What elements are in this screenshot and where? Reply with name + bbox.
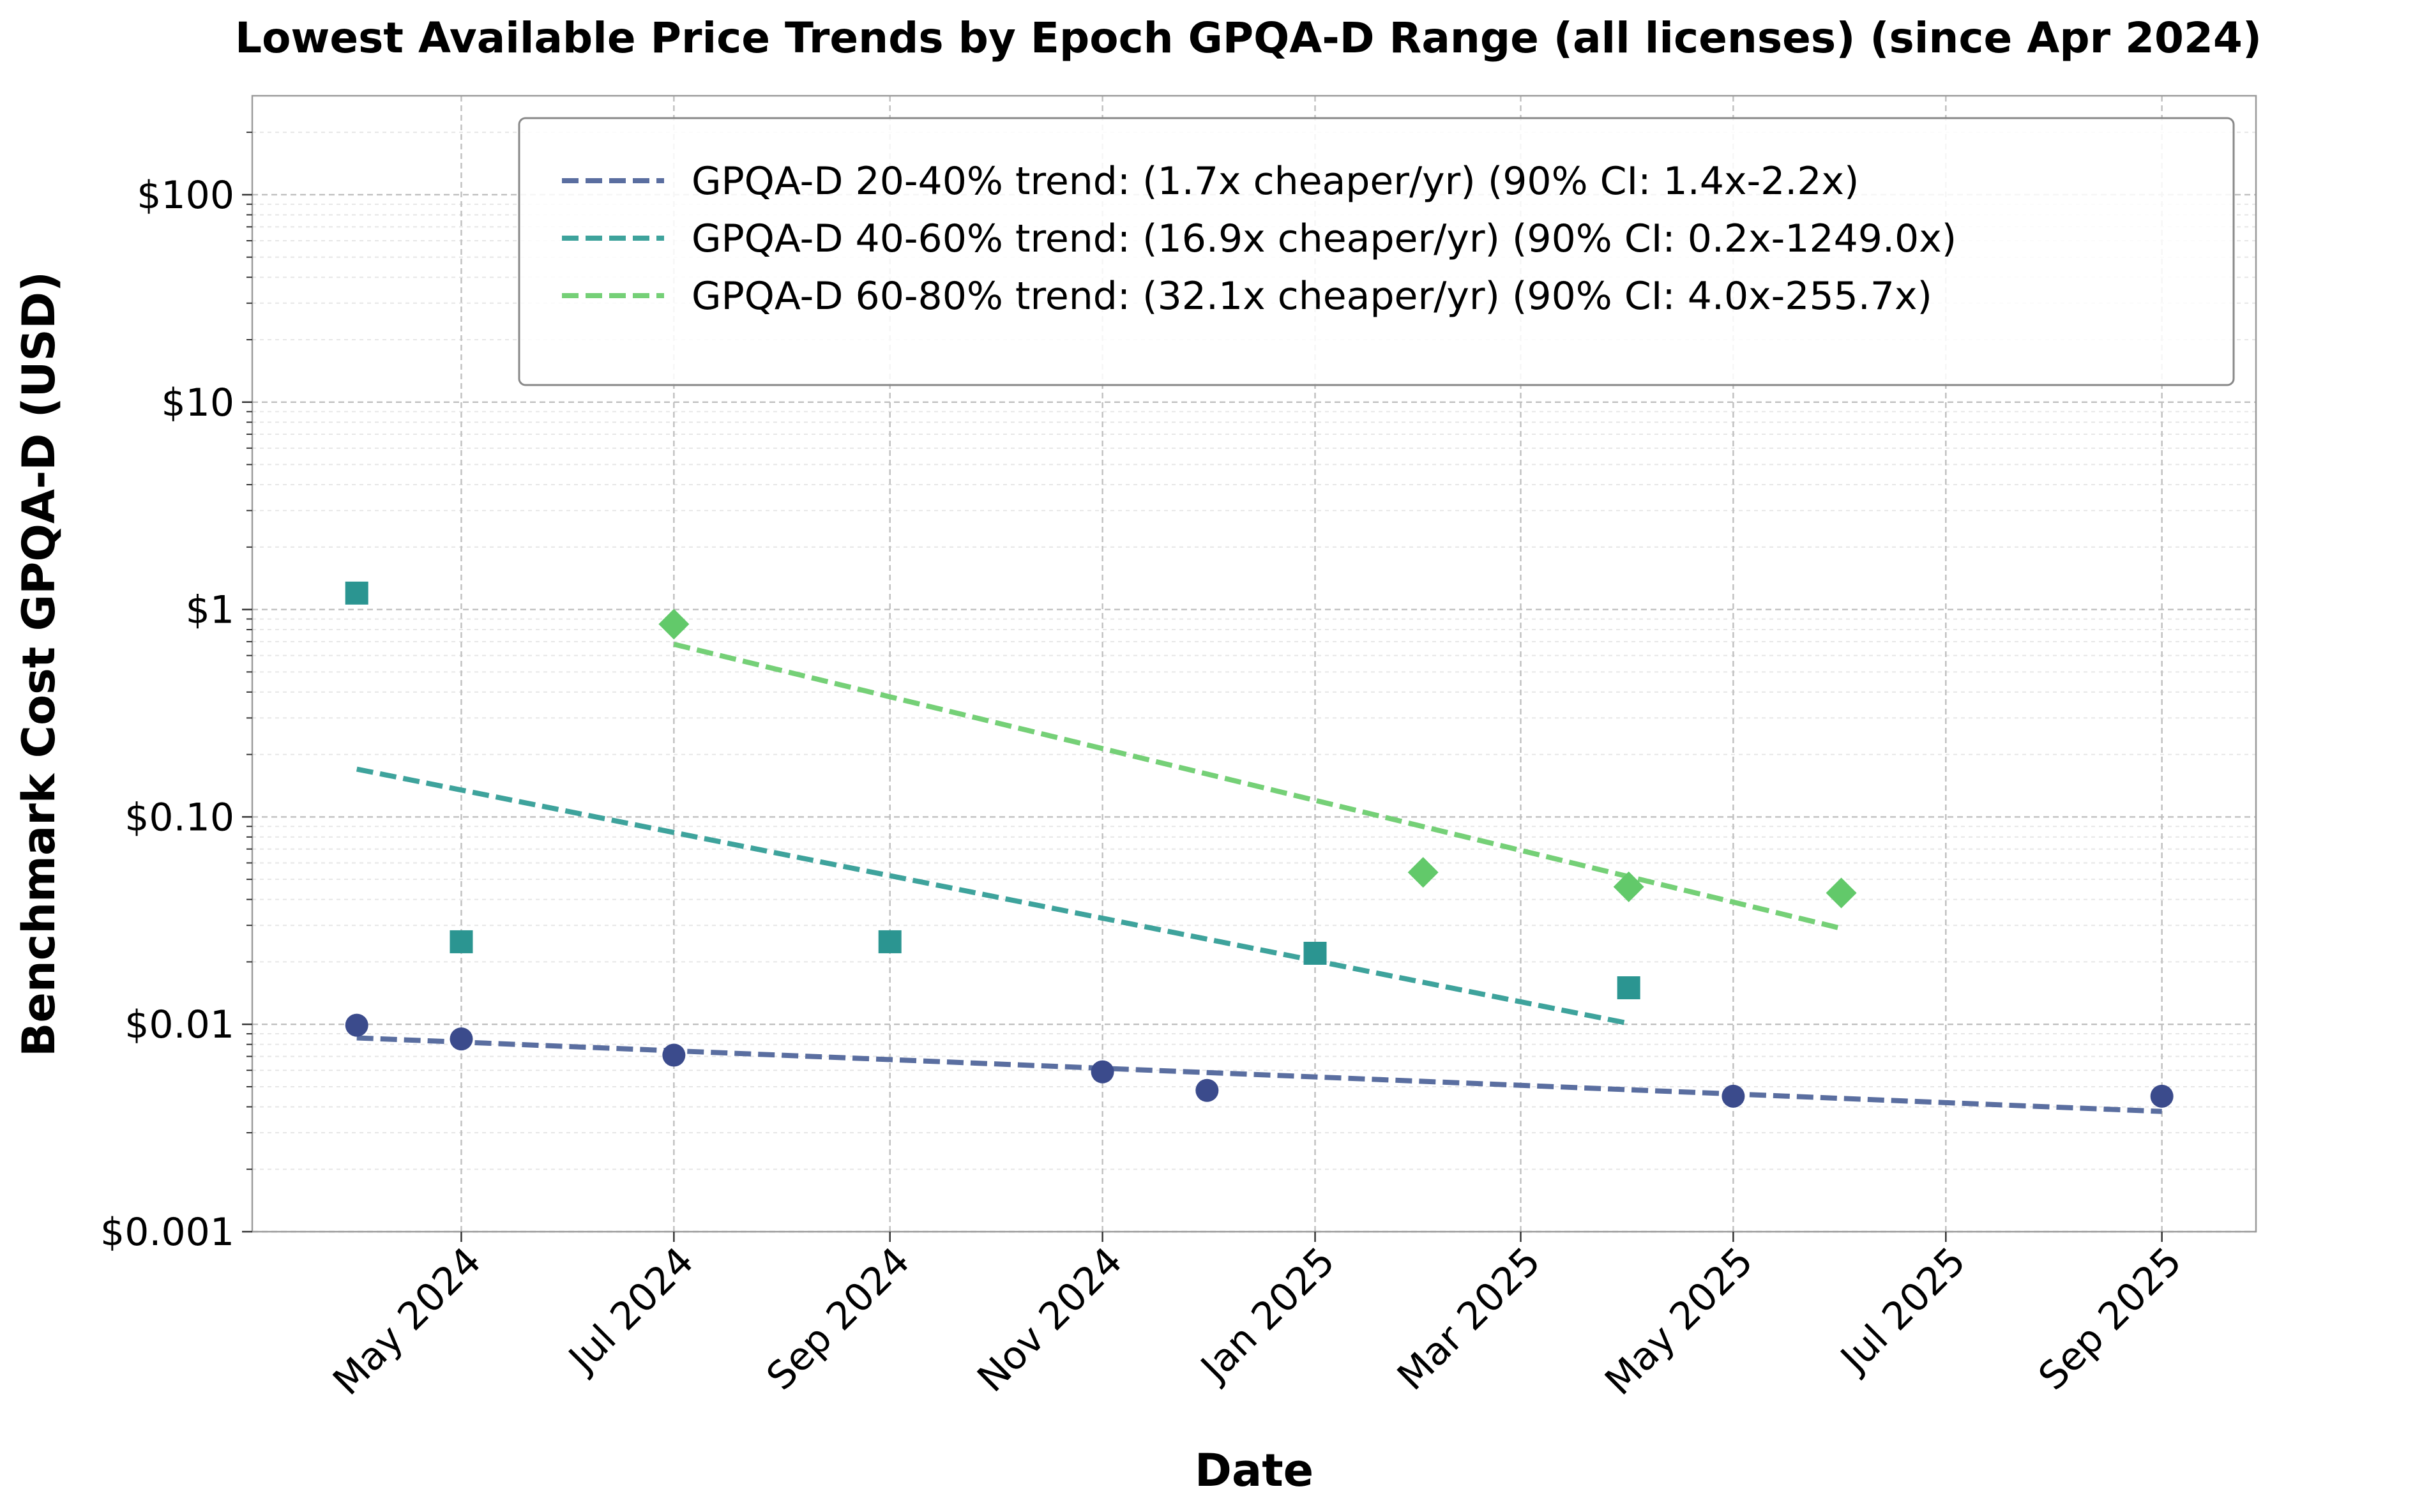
data-point-diamond [1826,877,1857,909]
y-tick-label: $100 [137,173,234,218]
y-tick-label: $0.01 [125,1002,234,1047]
data-point-square [1303,941,1327,965]
data-point-diamond [1613,871,1644,902]
data-point-circle [450,1027,473,1051]
data-markers [345,581,2174,1108]
legend-label: GPQA-D 20-40% trend: (1.7x cheaper/yr) (… [692,159,1859,204]
y-tick-label: $10 [161,381,234,425]
legend: GPQA-D 20-40% trend: (1.7x cheaper/yr) (… [518,117,2235,386]
y-tick-label: $0.001 [100,1210,234,1255]
x-axis-label: Date [1195,1444,1313,1497]
data-point-circle [1091,1060,1114,1084]
trend-line [356,1035,2162,1114]
y-tick-label: $0.10 [125,795,234,840]
axis-ticks [242,132,2163,1242]
y-tick-label: $1 [186,588,234,633]
trend-line [356,766,1630,1026]
trend-line [673,642,1842,931]
data-point-diamond [1407,857,1439,888]
legend-label: GPQA-D 60-80% trend: (32.1x cheaper/yr) … [692,274,1932,319]
data-point-circle [662,1043,686,1067]
y-axis-label: Benchmark Cost GPQA-D (USD) [13,271,65,1057]
data-point-square [345,581,368,605]
legend-box [518,117,2235,386]
data-point-circle [2150,1084,2174,1108]
chart-title: Lowest Available Price Trends by Epoch G… [235,13,2262,63]
data-point-square [1617,976,1640,999]
y-tick-labels: $0.001 $0.01 $0.10 $1 $10 $100 [100,173,234,1255]
legend-label: GPQA-D 40-60% trend: (16.9x cheaper/yr) … [692,216,1957,261]
plot-area-frame [251,94,2257,1233]
data-point-square [450,930,473,953]
trend-lines [356,642,2162,1114]
data-point-circle [1722,1084,1745,1108]
data-point-diamond [658,609,690,640]
data-point-circle [345,1013,368,1037]
data-point-circle [1195,1078,1219,1102]
data-point-square [878,930,902,953]
